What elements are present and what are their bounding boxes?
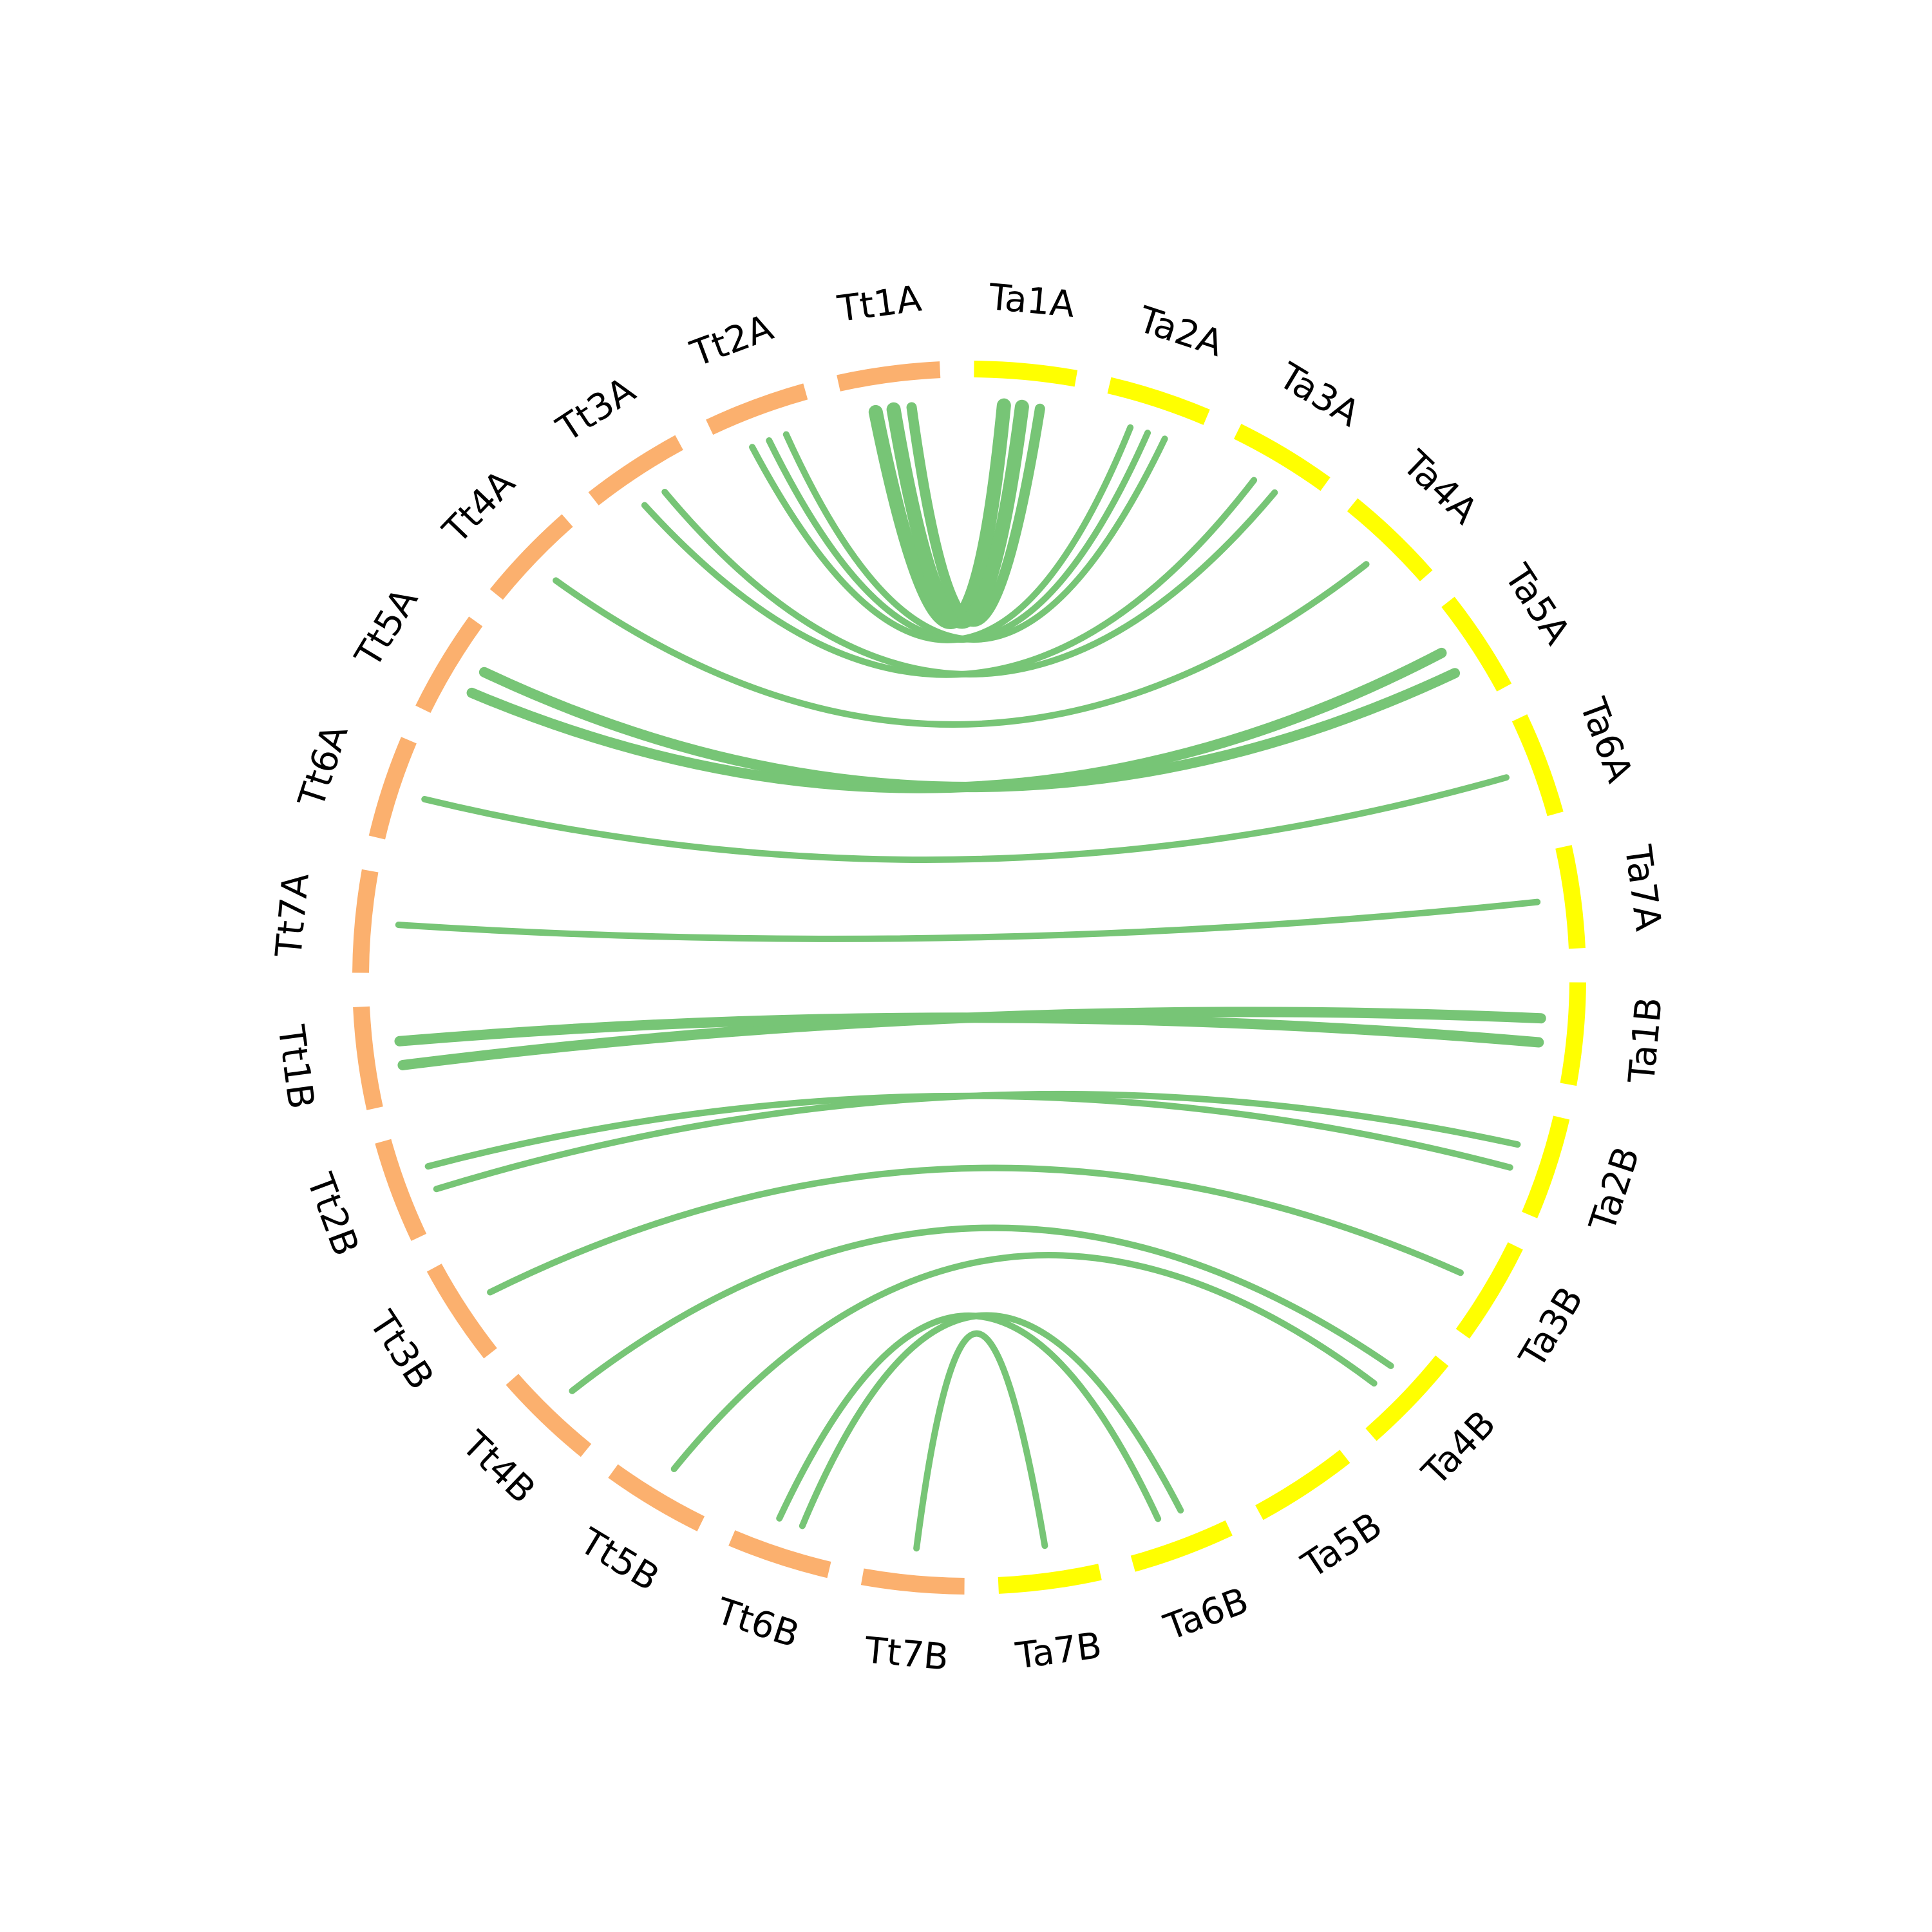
chromosome-label-tt5b: Tt5B bbox=[572, 1520, 666, 1599]
chromosome-label-tt3b: Tt3B bbox=[361, 1303, 442, 1397]
chromosome-segment-ta4b bbox=[1365, 1355, 1449, 1441]
chromosome-label-ta2b: Ta2B bbox=[1582, 1142, 1649, 1237]
chromosome-label-tt4b: Tt4B bbox=[453, 1423, 544, 1512]
chromosome-segment-ta5b bbox=[1255, 1450, 1350, 1520]
chromosome-label-tt2b: Tt2B bbox=[298, 1168, 367, 1262]
chromosome-segment-tt2a bbox=[706, 383, 808, 435]
link-tt7a-ta7a bbox=[395, 898, 1541, 942]
link-tt2b-ta2b bbox=[424, 1092, 1513, 1171]
chromosome-segment-tt3a bbox=[588, 435, 683, 506]
chromosome-label-tt6b: Tt6B bbox=[711, 1590, 804, 1656]
link-tt2b-ta2b bbox=[433, 1090, 1521, 1193]
chromosome-label-ta1a: Ta1A bbox=[987, 276, 1077, 326]
chromosome-label-ta4b: Ta4B bbox=[1414, 1403, 1504, 1494]
link-tt5b-ta4b bbox=[670, 1252, 1378, 1472]
link-tt4b-ta4b bbox=[569, 1224, 1394, 1394]
chromosome-label-ta5b: Ta5B bbox=[1294, 1504, 1390, 1587]
chromosome-label-ta7b: Ta7B bbox=[1013, 1625, 1104, 1678]
chromosome-segment-tt2b bbox=[375, 1139, 427, 1241]
chromosome-segment-ta4a bbox=[1347, 498, 1433, 582]
chromosome-label-ta1b: Ta1B bbox=[1621, 996, 1671, 1086]
chromosome-segment-ta6b bbox=[1130, 1520, 1233, 1572]
chromosome-segment-tt1b bbox=[353, 1006, 383, 1110]
chromosome-segment-ta7b bbox=[998, 1564, 1102, 1594]
chromosome-segment-ta2a bbox=[1107, 377, 1210, 425]
link-tt3b-ta3b bbox=[487, 1164, 1464, 1296]
chromosome-segment-tt7b bbox=[860, 1568, 965, 1595]
chromosome-label-tt5a: Tt5A bbox=[347, 581, 426, 675]
link-tt3a-ta3a bbox=[661, 488, 1278, 677]
chromosome-segment-tt5b bbox=[608, 1464, 705, 1531]
chromosome-label-ta6b: Ta6B bbox=[1159, 1580, 1255, 1649]
chromosome-segment-ta3b bbox=[1455, 1242, 1523, 1339]
chromosome-label-tt2a: Tt2A bbox=[685, 307, 779, 375]
chromosome-segment-tt6b bbox=[728, 1530, 831, 1578]
chromosome-label-tt3a: Tt3A bbox=[549, 369, 643, 450]
chromosome-segment-tt1a bbox=[837, 361, 941, 392]
chromosome-label-tt7b: Tt7B bbox=[862, 1629, 951, 1679]
chromosome-label-ta2a: Ta2A bbox=[1133, 298, 1228, 365]
chromosome-segment-tt4b bbox=[506, 1374, 592, 1457]
chromosome-segment-tt6a bbox=[368, 737, 417, 840]
chromosome-segment-tt4a bbox=[489, 514, 573, 600]
chromosome-label-tt7a: Tt7A bbox=[268, 871, 317, 960]
chromosome-label-ta3a: Ta3A bbox=[1271, 355, 1367, 435]
chromosome-segment-ta3a bbox=[1233, 424, 1331, 491]
chromosome-label-ta5a: Ta5A bbox=[1496, 557, 1578, 652]
chromosome-label-ta6a: Ta6A bbox=[1571, 692, 1641, 788]
link-tt6a-ta6a bbox=[421, 774, 1510, 863]
chromosome-segment-tt3b bbox=[426, 1264, 497, 1359]
link-tt1b-ta1b bbox=[394, 1012, 1544, 1048]
link-tt5a-ta5a bbox=[478, 667, 1461, 792]
link-tt1a-ta1a bbox=[906, 402, 1045, 627]
chromosome-label-ta7a: Ta7A bbox=[1616, 842, 1669, 934]
chromosome-segment-tt7a bbox=[352, 869, 379, 973]
link-tt2a-ta2a bbox=[782, 431, 1168, 643]
link-tt6b-ta6b bbox=[776, 1312, 1162, 1522]
link-tt7b-ta7b bbox=[913, 1330, 1048, 1552]
chromosome-label-ta4a: Ta4A bbox=[1394, 442, 1486, 533]
chromosome-segment-ta1a bbox=[974, 361, 1078, 387]
chromosome-segment-ta1b bbox=[1560, 982, 1586, 1086]
link-tt4a-ta4a bbox=[553, 561, 1370, 728]
chromosome-segment-ta7a bbox=[1555, 845, 1586, 949]
chromosome-segment-ta2b bbox=[1522, 1115, 1570, 1218]
chromosome-label-tt1b: Tt1B bbox=[269, 1022, 322, 1112]
chromosome-label-tt6a: Tt6A bbox=[290, 720, 357, 813]
chromosome-label-tt1a: Tt1A bbox=[835, 278, 924, 330]
synteny-links bbox=[394, 398, 1546, 1552]
chromosome-segment-ta6a bbox=[1511, 714, 1564, 817]
chromosome-label-ta3b: Ta3B bbox=[1511, 1280, 1592, 1376]
chromosome-ring bbox=[352, 361, 1586, 1595]
chromosome-label-tt4a: Tt4A bbox=[435, 462, 524, 553]
chromosome-segment-tt5a bbox=[415, 616, 483, 714]
chromosome-segment-ta5a bbox=[1441, 596, 1512, 692]
